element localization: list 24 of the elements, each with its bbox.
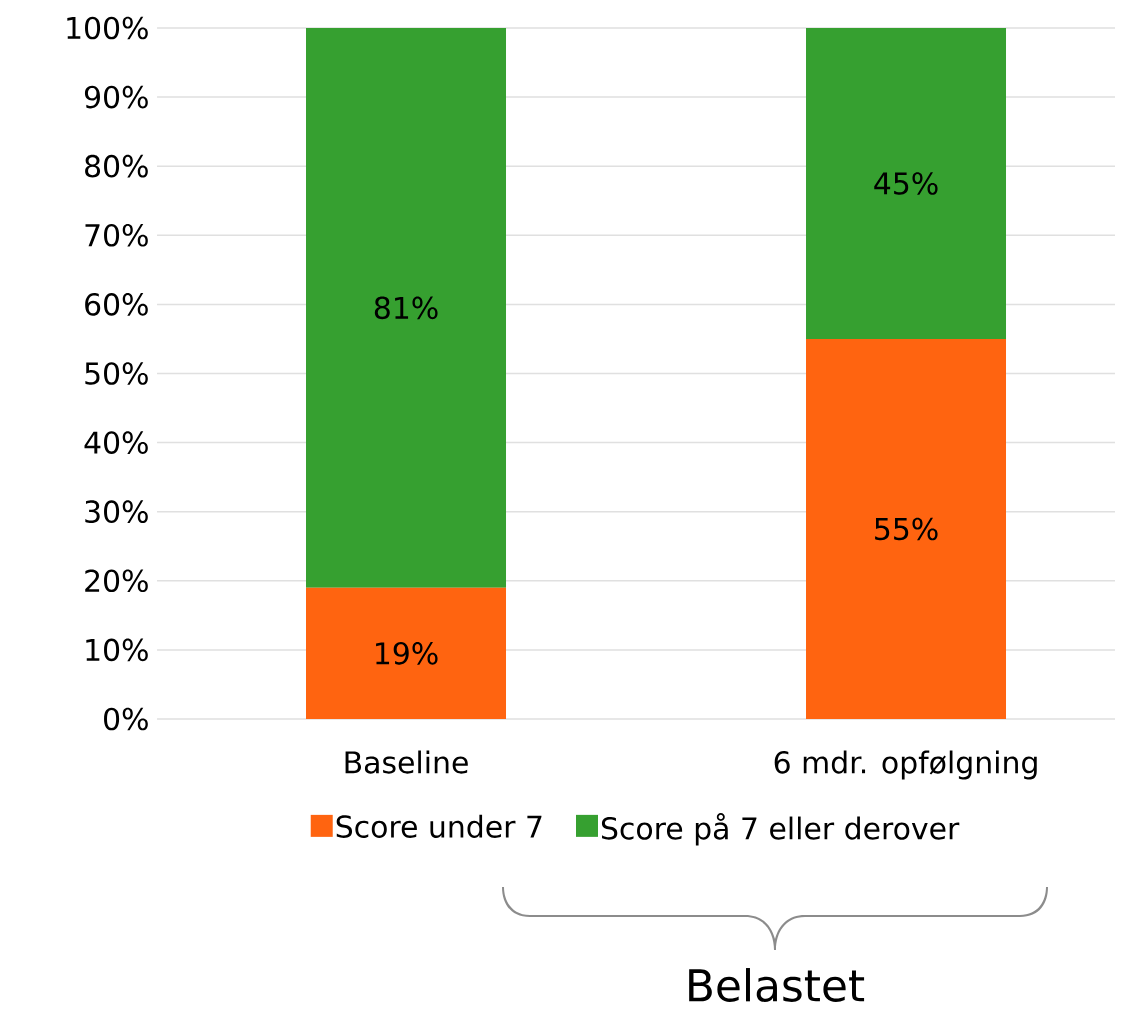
legend-label: Score under 7 [336,814,542,838]
y-tick-label: 50% [85,362,148,385]
x-tick-label: Baseline [345,750,468,774]
bar [306,27,507,588]
y-tick-label: 10% [86,638,148,662]
bar [806,27,1007,339]
legend-label: Score på 7 eller derover [601,813,960,846]
bar [806,338,1007,719]
y-tick-label: 100% [67,16,148,40]
data-label: 55% [875,517,938,541]
y-tick-label: 30% [85,500,148,523]
y-tick-label: 0% [104,707,148,731]
y-tick-label: 90% [84,85,148,109]
text: Belastet [689,968,865,1002]
y-tick-label: 70% [85,223,148,247]
bar [306,587,507,719]
y-tick-label: 40% [84,431,148,454]
y-tick-label: 80% [85,154,148,178]
y-tick-label: 20% [85,569,148,593]
data-label: 81% [374,296,438,320]
data-label: 19% [376,642,438,665]
x-tick-label: 6 mdr. opfølgning [774,750,1037,780]
y-tick-label: 60% [85,293,148,316]
data-label: 45% [874,172,938,195]
